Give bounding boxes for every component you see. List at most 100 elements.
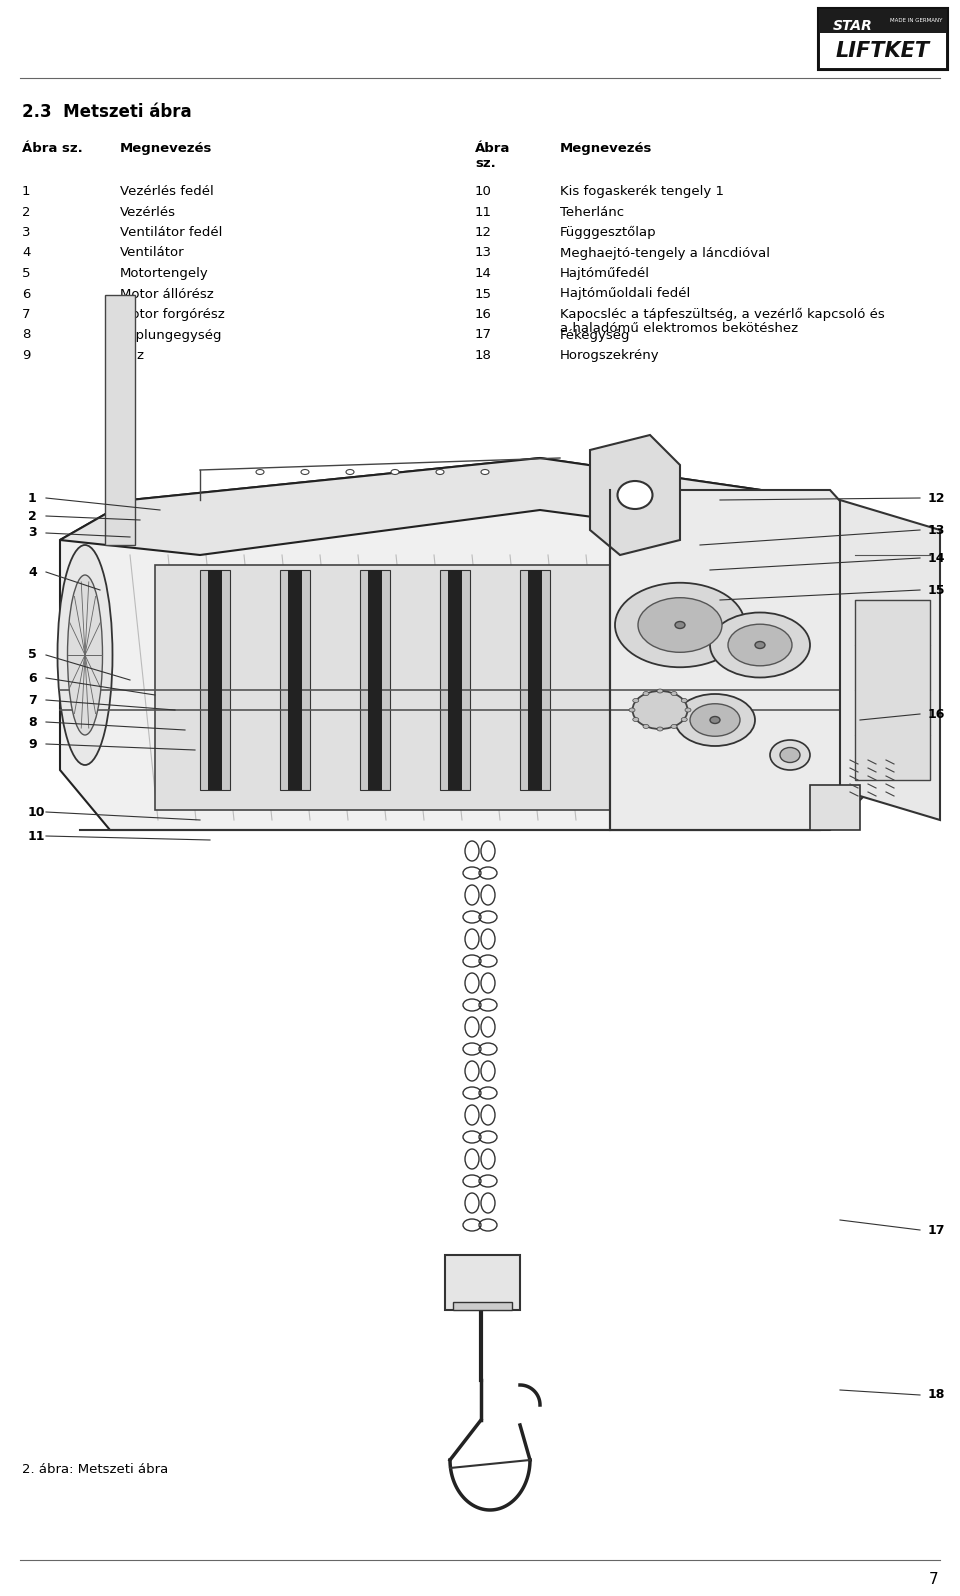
Ellipse shape [690, 704, 740, 736]
Text: 12: 12 [928, 492, 946, 504]
Ellipse shape [638, 597, 722, 653]
Ellipse shape [391, 469, 399, 474]
Bar [208, 570, 222, 790]
Bar [280, 570, 310, 790]
Bar [520, 570, 550, 790]
Text: 2: 2 [22, 206, 31, 219]
Text: Ventilátor fedél: Ventilátor fedél [120, 227, 223, 239]
Ellipse shape [728, 624, 792, 666]
Ellipse shape [643, 691, 649, 696]
Text: Motor állórész: Motor állórész [120, 287, 214, 300]
Polygon shape [590, 436, 680, 555]
Text: Meghaejtó-tengely a láncdióval: Meghaejtó-tengely a láncdióval [560, 246, 770, 260]
Text: Motortengely: Motortengely [120, 267, 208, 279]
Bar [445, 1254, 520, 1310]
Bar [453, 1302, 512, 1310]
Text: 4: 4 [22, 246, 31, 260]
Text: 6: 6 [22, 287, 31, 300]
Text: 16: 16 [928, 707, 946, 720]
Ellipse shape [643, 725, 649, 728]
Text: 1: 1 [28, 492, 36, 504]
Ellipse shape [682, 718, 687, 721]
Ellipse shape [710, 613, 810, 677]
Text: 1: 1 [22, 185, 31, 198]
Polygon shape [610, 490, 880, 830]
Text: 2.3  Metszeti ábra: 2.3 Metszeti ábra [22, 104, 192, 121]
Text: 3: 3 [28, 527, 36, 539]
Ellipse shape [671, 725, 677, 728]
Ellipse shape [657, 728, 663, 731]
Text: Motor forgórész: Motor forgórész [120, 308, 225, 321]
Text: 13: 13 [928, 523, 946, 536]
Text: Hajtóműfedél: Hajtóműfedél [560, 267, 650, 279]
Bar [855, 600, 930, 780]
Ellipse shape [682, 699, 687, 702]
Text: 16: 16 [475, 308, 492, 321]
Ellipse shape [58, 544, 112, 764]
Polygon shape [840, 500, 940, 820]
Text: 5: 5 [28, 648, 36, 661]
Bar [448, 570, 462, 790]
Ellipse shape [301, 469, 309, 474]
Text: 11: 11 [28, 830, 45, 843]
Text: 7: 7 [22, 308, 31, 321]
Text: 17: 17 [928, 1224, 946, 1237]
Text: a haladómű elektromos bekötéshez: a haladómű elektromos bekötéshez [560, 322, 798, 335]
Text: 15: 15 [928, 584, 946, 597]
Text: 5: 5 [22, 267, 31, 279]
Text: Fékegység: Fékegység [560, 329, 631, 342]
Text: 9: 9 [22, 350, 31, 362]
Text: Kapocsléc a tápfeszültség, a vezérlő kapcsoló és: Kapocsléc a tápfeszültség, a vezérlő kap… [560, 308, 885, 321]
Text: Horogszekrény: Horogszekrény [560, 350, 660, 362]
Text: Teherlánc: Teherlánc [560, 206, 624, 219]
Ellipse shape [710, 717, 720, 723]
Text: Ház: Ház [120, 350, 145, 362]
Ellipse shape [671, 691, 677, 696]
Bar [810, 785, 860, 830]
Ellipse shape [633, 699, 638, 702]
Ellipse shape [67, 575, 103, 736]
Text: 18: 18 [928, 1389, 946, 1401]
Ellipse shape [481, 469, 489, 474]
Bar [818, 8, 948, 70]
Text: 8: 8 [28, 715, 36, 728]
Text: 2. ábra: Metszeti ábra: 2. ábra: Metszeti ábra [22, 1464, 168, 1476]
Ellipse shape [675, 694, 755, 745]
Ellipse shape [780, 747, 800, 763]
Ellipse shape [615, 583, 745, 667]
Ellipse shape [256, 469, 264, 474]
Text: 13: 13 [475, 246, 492, 260]
Polygon shape [60, 458, 880, 555]
Text: MADE IN GERMANY: MADE IN GERMANY [890, 18, 942, 22]
Text: Ábra sz.: Ábra sz. [22, 142, 83, 155]
Bar [440, 570, 470, 790]
Ellipse shape [346, 469, 354, 474]
Text: Függgesztőlap: Függgesztőlap [560, 227, 657, 239]
Text: 10: 10 [28, 806, 45, 819]
Bar [360, 570, 390, 790]
Ellipse shape [657, 689, 663, 693]
Text: 11: 11 [475, 206, 492, 219]
Ellipse shape [633, 691, 687, 729]
Bar [200, 570, 230, 790]
Bar [528, 570, 542, 790]
Text: Kis fogaskerék tengely 1: Kis fogaskerék tengely 1 [560, 185, 724, 198]
Text: 12: 12 [475, 227, 492, 239]
Text: STAR: STAR [833, 19, 873, 34]
Text: 6: 6 [28, 672, 36, 685]
Text: 18: 18 [475, 350, 492, 362]
Text: sz.: sz. [475, 156, 495, 171]
Bar [820, 34, 946, 69]
Text: 17: 17 [475, 329, 492, 342]
Text: Vezérlés fedél: Vezérlés fedél [120, 185, 214, 198]
Ellipse shape [770, 741, 810, 769]
Text: 2: 2 [28, 509, 36, 522]
Text: 8: 8 [22, 329, 31, 342]
Polygon shape [155, 565, 620, 811]
Ellipse shape [617, 480, 653, 509]
Text: LIFTKET: LIFTKET [836, 40, 930, 61]
Ellipse shape [633, 718, 638, 721]
Text: Vezérlés: Vezérlés [120, 206, 176, 219]
Ellipse shape [755, 642, 765, 648]
Polygon shape [60, 458, 880, 830]
